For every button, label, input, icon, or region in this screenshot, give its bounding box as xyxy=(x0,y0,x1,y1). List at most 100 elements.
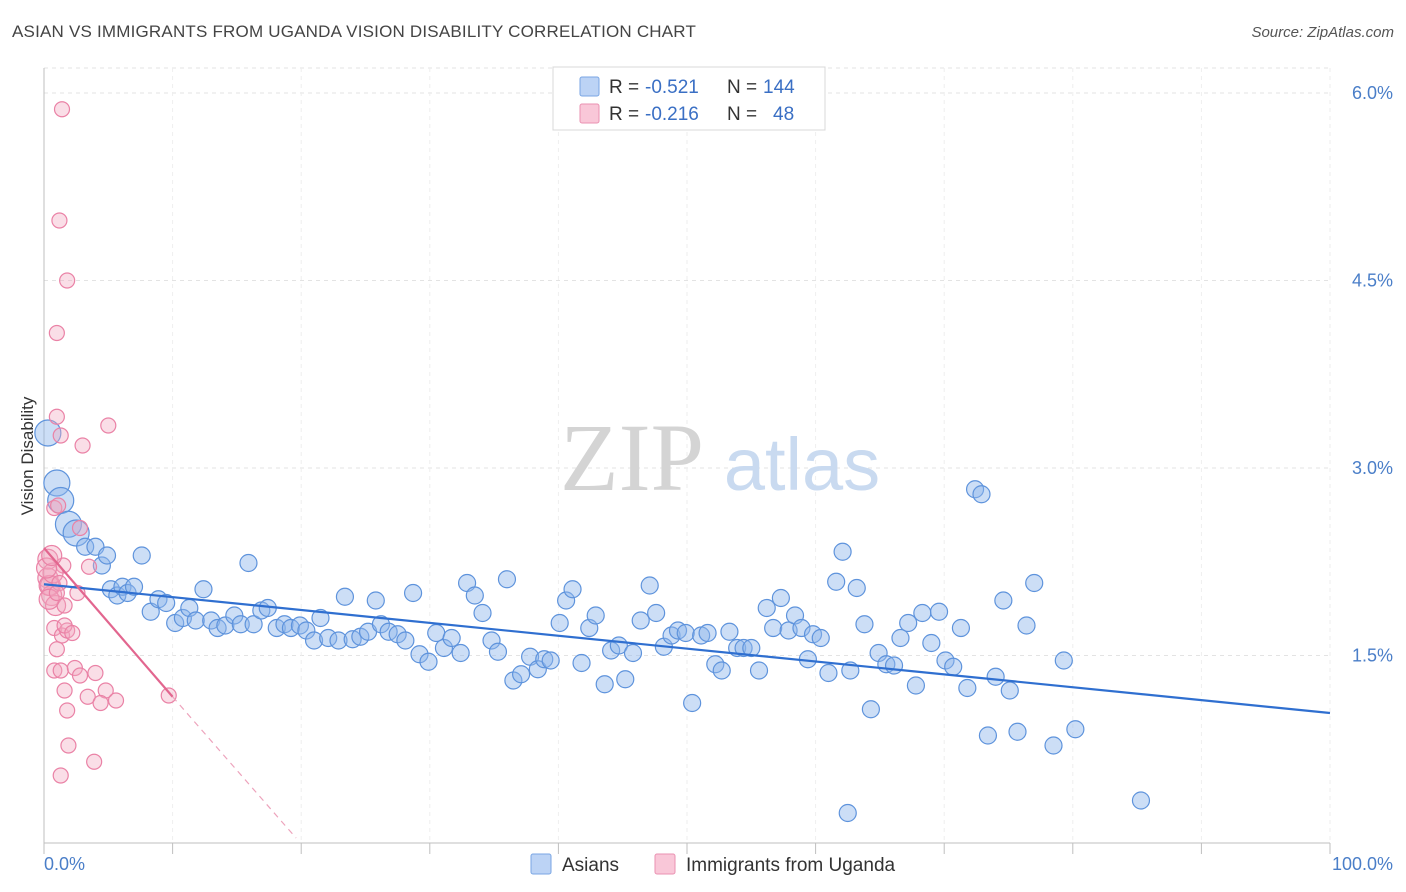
asians-point xyxy=(1054,651,1073,670)
watermark: ZIP atlas xyxy=(560,404,880,511)
uganda-point xyxy=(44,594,67,617)
uganda-point xyxy=(51,212,68,229)
uganda-point xyxy=(59,272,76,289)
chart-title: ASIAN VS IMMIGRANTS FROM UGANDA VISION D… xyxy=(12,22,697,41)
asians-point xyxy=(631,611,650,630)
asians-point xyxy=(951,618,971,638)
asians-point xyxy=(1008,722,1027,741)
asians-point xyxy=(239,553,258,573)
y-tick-label: 6.0% xyxy=(1352,83,1393,103)
watermark-atlas: atlas xyxy=(724,423,880,506)
uganda-point xyxy=(35,557,58,579)
asians-point xyxy=(535,650,554,669)
asians-point xyxy=(497,570,517,589)
legend-r-label-asians: R = xyxy=(609,77,639,98)
uganda-point xyxy=(100,417,117,434)
uganda-point xyxy=(71,667,89,684)
trend-line-asians xyxy=(43,583,1331,715)
asians-point xyxy=(403,583,423,603)
asians-point xyxy=(819,663,838,683)
asians-point xyxy=(1017,616,1036,635)
asians-point xyxy=(792,618,811,638)
asians-point xyxy=(54,510,83,538)
legend-n-label-uganda: N = xyxy=(727,104,757,125)
uganda-point xyxy=(46,662,63,679)
asians-point xyxy=(541,651,560,670)
uganda-point xyxy=(71,519,89,537)
asians-point xyxy=(742,638,761,658)
uganda-point xyxy=(56,682,73,699)
asians-point xyxy=(764,618,783,638)
trend-lines xyxy=(43,547,1331,839)
asians-point xyxy=(563,580,582,599)
y-axis-label: Vision Disability xyxy=(18,396,37,515)
uganda-point xyxy=(38,588,60,610)
legend-label-asians: Asians xyxy=(562,855,619,876)
uganda-point xyxy=(74,437,91,454)
uganda-point xyxy=(87,664,104,682)
asians-point xyxy=(884,656,904,675)
legend-n-value-uganda: 48 xyxy=(773,104,794,125)
legend-r-value-uganda: -0.216 xyxy=(645,104,699,125)
uganda-point xyxy=(64,624,81,642)
legend-n-label-asians: N = xyxy=(727,77,757,98)
asians-point xyxy=(972,485,991,504)
asians-point xyxy=(676,623,695,643)
asians-point xyxy=(838,803,857,823)
y-tick-label: 4.5% xyxy=(1352,271,1393,291)
uganda-point xyxy=(59,702,76,719)
source-label: Source: ZipAtlas.com xyxy=(1251,24,1394,41)
legend-label-uganda: Immigrants from Uganda xyxy=(686,855,896,876)
x-tick-marks xyxy=(43,843,1331,854)
legend-n-value-asians: 144 xyxy=(763,77,795,98)
uganda-point xyxy=(80,558,98,575)
asians-point xyxy=(913,603,932,623)
asians-point xyxy=(833,542,852,561)
asians-point xyxy=(647,603,666,623)
asians-point xyxy=(847,578,866,598)
asians-point xyxy=(1000,681,1019,700)
asians-point xyxy=(994,591,1013,610)
asians-point xyxy=(43,469,71,497)
asians-point xyxy=(827,572,846,591)
trend-line-uganda-extension xyxy=(172,696,297,839)
asians-point xyxy=(92,556,111,575)
asians-point xyxy=(1044,736,1063,755)
asians-point xyxy=(528,660,547,679)
stats-legend: R = -0.521 N = 144 R = -0.216 N = 48 xyxy=(552,66,826,131)
y-tick-label: 3.0% xyxy=(1352,458,1393,478)
asians-point xyxy=(473,603,492,623)
asians-point xyxy=(616,670,635,689)
uganda-point xyxy=(86,753,103,770)
asians-point xyxy=(922,633,941,653)
asians-point xyxy=(186,611,205,630)
asians-point xyxy=(231,615,250,634)
asians-point xyxy=(1131,791,1151,810)
asians-point xyxy=(427,623,446,643)
uganda-point xyxy=(52,767,69,784)
asians-point xyxy=(944,657,963,676)
legend-key-asians xyxy=(530,853,552,875)
asians-point xyxy=(929,602,949,621)
asians-point xyxy=(595,675,614,694)
uganda-point xyxy=(53,101,71,118)
uganda-point xyxy=(50,497,67,514)
x-tick-label-max: 100.0% xyxy=(1332,854,1393,874)
asians-point xyxy=(419,652,438,671)
uganda-point xyxy=(92,694,109,712)
uganda-point xyxy=(37,548,59,570)
series-uganda-points xyxy=(35,101,177,784)
asians-point xyxy=(297,621,316,640)
asians-point xyxy=(216,616,235,635)
x-tick-label-min: 0.0% xyxy=(44,854,85,874)
asians-point xyxy=(76,537,95,556)
asians-point xyxy=(442,628,461,648)
asians-point xyxy=(482,631,501,650)
asians-point xyxy=(335,587,355,606)
trend-line-uganda xyxy=(43,547,174,698)
uganda-point xyxy=(48,584,65,602)
asians-point xyxy=(906,676,926,695)
asians-point xyxy=(734,638,753,658)
asians-point xyxy=(757,598,776,618)
asians-point xyxy=(640,576,659,595)
